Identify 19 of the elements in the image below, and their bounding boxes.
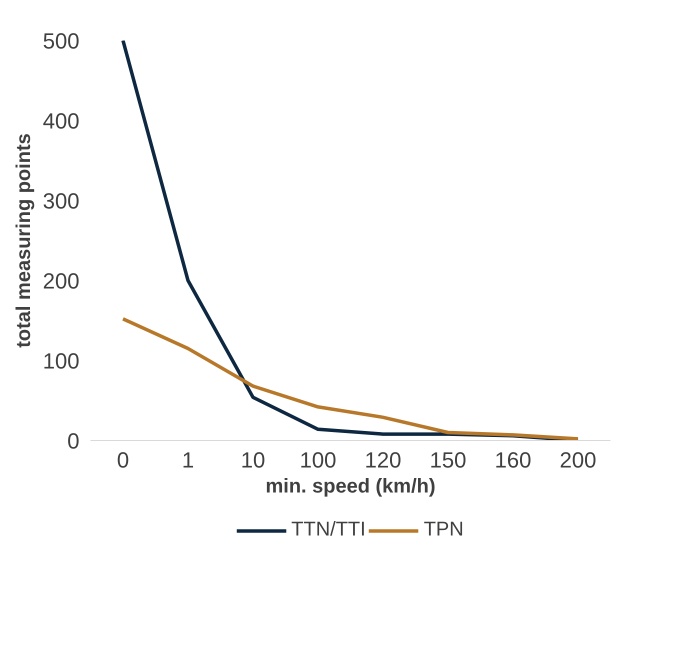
y-axis-title: total measuring points	[12, 133, 35, 348]
y-tick-label: 400	[42, 108, 80, 134]
x-tick-label: 120	[364, 448, 402, 472]
x-tick-label: 1	[182, 448, 194, 472]
x-tick-label: 100	[300, 448, 336, 472]
y-tick-label: 500	[42, 28, 80, 54]
legend-label: TTN/TTI	[291, 518, 366, 542]
x-tick-label: 0	[116, 448, 130, 472]
x-tick-label: 10	[240, 448, 266, 472]
y-tick-label: 200	[42, 268, 80, 294]
y-tick-label: 100	[42, 348, 80, 374]
line-series	[121, 317, 580, 440]
legend-label: TPN	[424, 518, 464, 542]
x-tick-label: 160	[494, 448, 532, 472]
x-tick-label: 150	[430, 448, 466, 472]
y-tick-label: 300	[42, 188, 80, 214]
y-tick-label: 0	[67, 428, 80, 454]
x-axis-title: min. speed (km/h)	[265, 476, 436, 498]
x-tick-label: 200	[560, 448, 596, 472]
